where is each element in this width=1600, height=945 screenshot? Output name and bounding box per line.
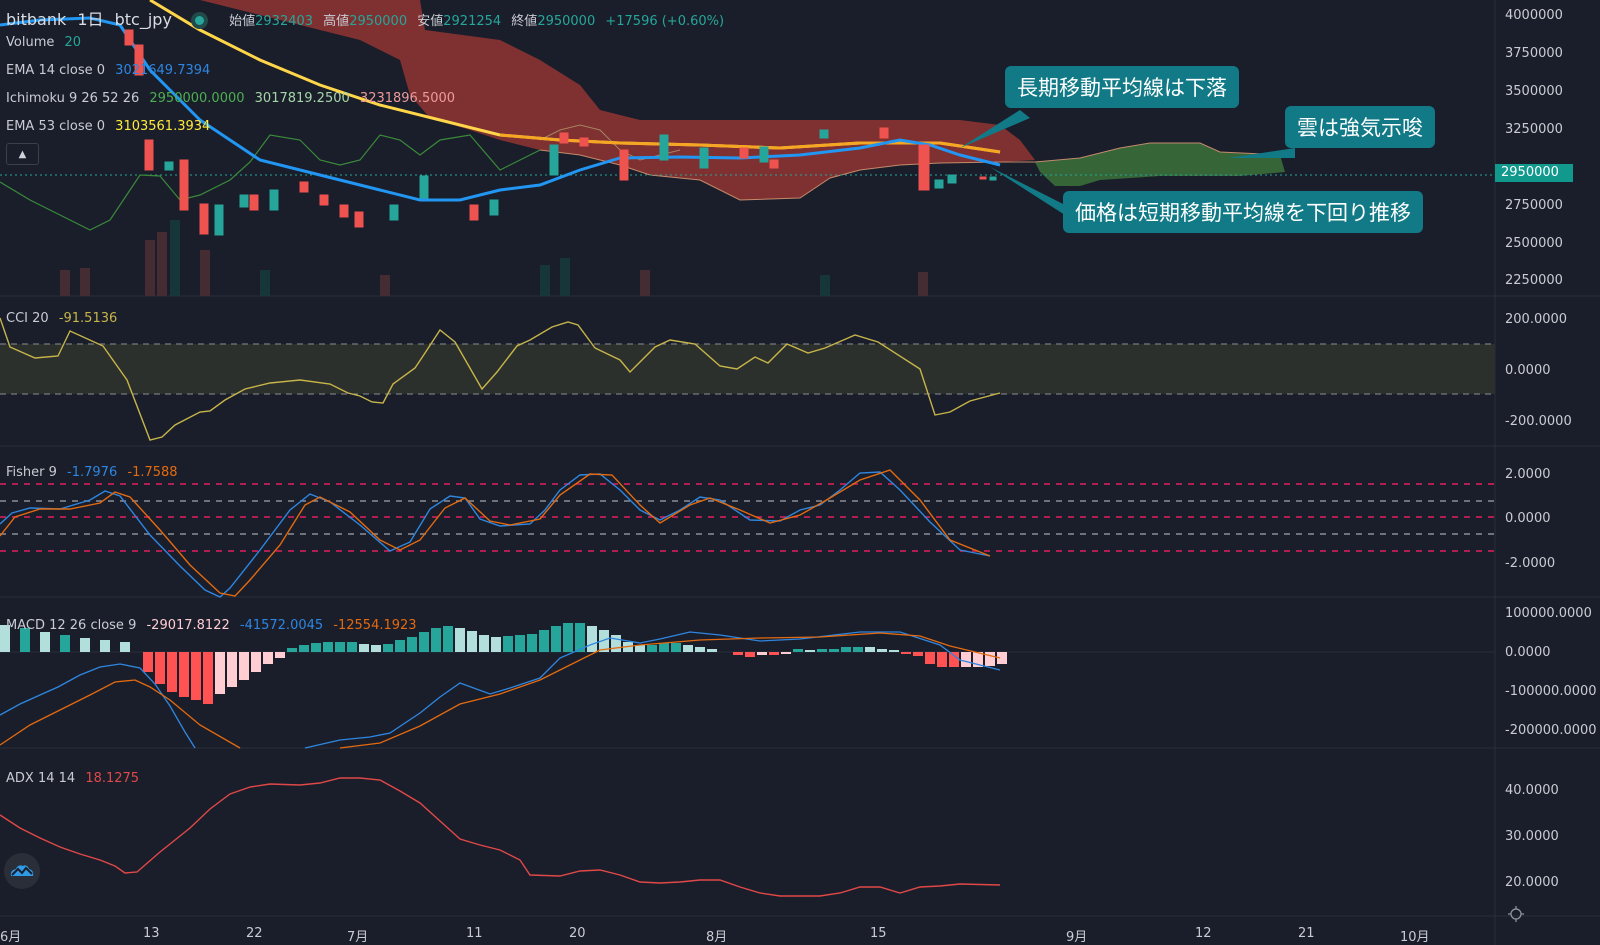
ichimoku-legend[interactable]: Ichimoku 9 26 52 26 2950000.0000 3017819…	[6, 91, 461, 106]
ema14-name: EMA 14 close 0	[6, 63, 106, 78]
chevron-up-icon: ▲	[18, 148, 27, 160]
market-status-icon	[195, 15, 205, 25]
close-label: 終値	[511, 14, 538, 29]
price-tick: 3250000	[1505, 122, 1563, 137]
high-value: 2950000	[349, 14, 408, 29]
callout-cloud[interactable]: 雲は強気示唆	[1285, 106, 1435, 148]
price-tick: 3750000	[1505, 46, 1563, 61]
callout-long-ma[interactable]: 長期移動平均線は下落	[1005, 66, 1239, 108]
change-value: +17596 (+0.60%)	[605, 14, 725, 29]
time-tick: 21	[1298, 926, 1315, 941]
open-value: 2932403	[255, 14, 314, 29]
macd-tick: 0.0000	[1505, 645, 1551, 660]
ichimoku-name: Ichimoku 9 26 52 26	[6, 91, 140, 106]
chart-settings-button[interactable]	[1506, 904, 1526, 924]
time-tick: 7月	[347, 930, 369, 945]
collapse-legend-button[interactable]: ▲	[6, 143, 39, 165]
fisher-tick: -2.0000	[1505, 556, 1556, 571]
macd-value: -41572.0045	[239, 618, 324, 633]
low-label: 安値	[417, 14, 444, 29]
fisher-name: Fisher 9	[6, 465, 57, 480]
candles	[124, 29, 997, 236]
cci-tick: -200.0000	[1505, 414, 1572, 429]
adx-value: 18.1275	[85, 771, 140, 786]
macd-legend[interactable]: MACD 12 26 close 9 -29017.8122 -41572.00…	[6, 618, 423, 633]
price-tick: 2750000	[1505, 198, 1563, 213]
adx-tick: 40.0000	[1505, 783, 1559, 798]
macd-signal-value: -12554.1923	[333, 618, 417, 633]
interval-label[interactable]: 1日	[77, 10, 104, 29]
ichimoku-value-3: 3231896.5000	[359, 91, 456, 106]
macd-name: MACD 12 26 close 9	[6, 618, 137, 633]
fisher-legend[interactable]: Fisher 9 -1.7976 -1.7588	[6, 465, 184, 480]
time-tick: 12	[1195, 926, 1212, 941]
time-tick: 22	[246, 926, 263, 941]
symbol-name[interactable]: btc_jpy	[114, 10, 172, 29]
volume-name: Volume	[6, 35, 55, 50]
price-tick: 2250000	[1505, 273, 1563, 288]
ema14-value: 3021649.7394	[115, 63, 211, 78]
cci-tick: 0.0000	[1505, 363, 1551, 378]
open-label: 始値	[229, 14, 256, 29]
adx-legend[interactable]: ADX 14 14 18.1275	[6, 771, 145, 786]
gear-icon	[1508, 906, 1524, 922]
adx-name: ADX 14 14	[6, 771, 76, 786]
time-tick: 8月	[706, 930, 728, 945]
callout-price-vs-short-ma[interactable]: 価格は短期移動平均線を下回り推移	[1063, 191, 1423, 233]
time-tick: 6月	[0, 930, 22, 945]
cci-name: CCI 20	[6, 311, 49, 326]
volume-params: 20	[64, 35, 82, 50]
cci-tick: 200.0000	[1505, 312, 1568, 327]
cci-legend[interactable]: CCI 20 -91.5136	[6, 311, 123, 326]
low-value: 2921254	[443, 14, 502, 29]
fisher-trigger-value: -1.7588	[127, 465, 178, 480]
time-tick: 15	[870, 926, 887, 941]
volume-legend[interactable]: Volume 20	[6, 35, 87, 50]
time-tick: 13	[143, 926, 160, 941]
current-price-label: 2950000	[1495, 164, 1573, 182]
exchange-name: bitbank	[6, 10, 67, 29]
high-label: 高値	[323, 14, 350, 29]
price-tick: 4000000	[1505, 8, 1563, 23]
ohlc-values: 始値2932403 高値2950000 安値2921254 終値2950000 …	[229, 14, 730, 29]
time-tick: 20	[569, 926, 586, 941]
ichimoku-value-1: 2950000.0000	[149, 91, 245, 106]
time-tick: 10月	[1400, 930, 1430, 945]
macd-tick: 100000.0000	[1505, 606, 1592, 621]
adx-tick: 20.0000	[1505, 875, 1559, 890]
time-tick: 11	[466, 926, 483, 941]
tradingview-logo-button[interactable]	[4, 853, 40, 889]
price-tick: 3500000	[1505, 84, 1563, 99]
adx-tick: 30.0000	[1505, 829, 1559, 844]
fisher-tick: 0.0000	[1505, 511, 1551, 526]
macd-hist-value: -29017.8122	[146, 618, 230, 633]
ema14-legend[interactable]: EMA 14 close 0 3021649.7394	[6, 63, 216, 78]
fisher-value: -1.7976	[67, 465, 118, 480]
cloud-chart-logo-icon	[10, 865, 34, 876]
ema53-value: 3103561.3934	[115, 119, 211, 134]
price-tick: 2500000	[1505, 236, 1563, 251]
time-tick: 9月	[1066, 930, 1088, 945]
macd-tick: -200000.0000	[1505, 723, 1597, 738]
ema53-legend[interactable]: EMA 53 close 0 3103561.3934	[6, 119, 216, 134]
ichimoku-value-2: 3017819.2500	[254, 91, 350, 106]
ema53-name: EMA 53 close 0	[6, 119, 106, 134]
fisher-tick: 2.0000	[1505, 467, 1551, 482]
symbol-header: bitbank 1日 btc_jpy 始値2932403 高値2950000 安…	[6, 6, 736, 30]
macd-tick: -100000.0000	[1505, 684, 1597, 699]
cci-value: -91.5136	[58, 311, 118, 326]
close-value: 2950000	[537, 14, 596, 29]
